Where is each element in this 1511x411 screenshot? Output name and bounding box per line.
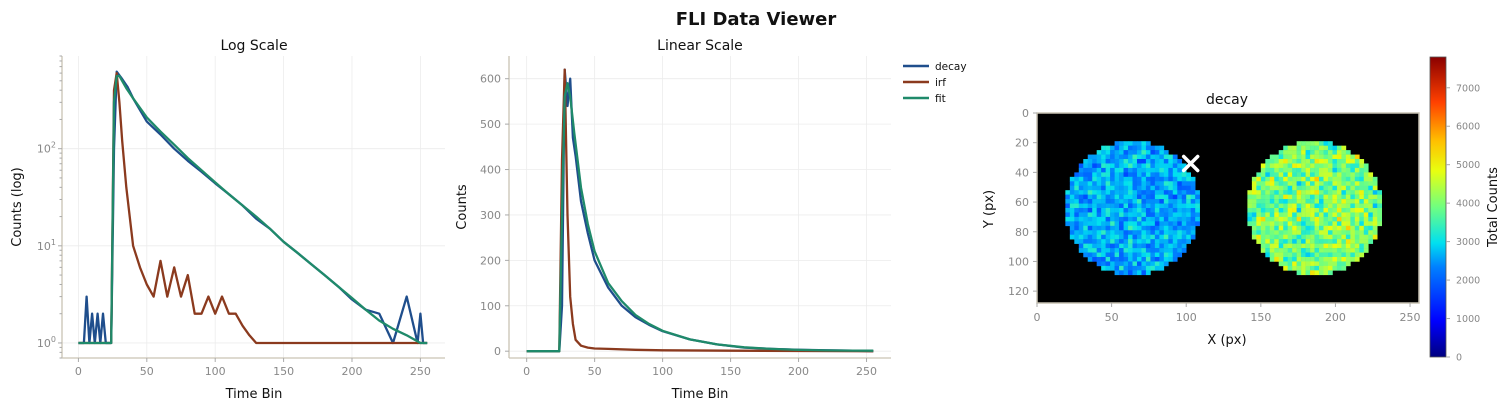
log-panel-ytick-label: 101 bbox=[37, 238, 56, 253]
image-ytick-label: 40 bbox=[1015, 166, 1029, 179]
linear-panel-ytick-label: 300 bbox=[480, 209, 501, 222]
image-xtick-label: 0 bbox=[1034, 311, 1041, 324]
image-xtick-label: 100 bbox=[1176, 311, 1197, 324]
colorbar-gradient bbox=[1429, 56, 1447, 358]
log-panel-fit-line bbox=[78, 74, 428, 345]
linear-panel-ylabel: Counts bbox=[455, 184, 470, 230]
log-panel-xtick-label: 50 bbox=[140, 365, 154, 378]
legend-irf-label: irf bbox=[935, 77, 946, 89]
image-xtick-label: 250 bbox=[1400, 311, 1421, 324]
linear-panel-ytick-label: 0 bbox=[494, 345, 501, 358]
image-xtick-label: 150 bbox=[1250, 311, 1271, 324]
colorbar-tick-label: 3000 bbox=[1456, 237, 1480, 248]
linear-panel-ytick-label: 400 bbox=[480, 164, 501, 177]
image-ytick-label: 100 bbox=[1008, 255, 1029, 268]
log-panel-ylabel: Counts (log) bbox=[10, 167, 25, 246]
image-ytick-label: 80 bbox=[1015, 226, 1029, 239]
log-panel-xtick-label: 150 bbox=[273, 365, 294, 378]
log-panel-xtick-label: 100 bbox=[205, 365, 226, 378]
linear-panel-ticks: 0 50 100 150 200 250 0 100 200 300 400 500 600 bbox=[480, 73, 877, 378]
log-panel-xlabel: Time Bin bbox=[225, 387, 283, 402]
image-panel-ticks: 0 50 100 150 200 250 0 20 40 60 80 100 120 bbox=[1008, 107, 1421, 324]
linear-scale-panel: Linear Scale 0 50 100 150 200 250 0 100 200 300 40… bbox=[455, 38, 967, 402]
log-panel-xtick-label: 250 bbox=[410, 365, 431, 378]
log-panel-ytick-label: 100 bbox=[37, 335, 56, 350]
colorbar-tick-label: 2000 bbox=[1456, 276, 1480, 287]
image-ytick-label: 120 bbox=[1008, 285, 1029, 298]
linear-panel-xtick-label: 150 bbox=[720, 365, 741, 378]
linear-panel-xtick-label: 0 bbox=[523, 365, 530, 378]
colorbar-ticks: 0 1000 2000 3000 4000 5000 6000 7000 bbox=[1446, 83, 1480, 364]
log-panel-title: Log Scale bbox=[220, 38, 287, 54]
legend-decay-label: decay bbox=[935, 61, 967, 73]
colorbar-tick-label: 1000 bbox=[1456, 314, 1480, 325]
image-ytick-label: 0 bbox=[1022, 107, 1029, 120]
image-ytick-label: 60 bbox=[1015, 196, 1029, 209]
log-panel-xtick-label: 200 bbox=[341, 365, 362, 378]
image-panel-xlabel: X (px) bbox=[1207, 333, 1246, 348]
image-disc-1 bbox=[1065, 141, 1200, 276]
colorbar-tick-label: 4000 bbox=[1456, 199, 1480, 210]
linear-panel-irf-line bbox=[526, 68, 874, 353]
image-xtick-label: 200 bbox=[1325, 311, 1346, 324]
log-panel-irf-line bbox=[78, 71, 428, 345]
log-panel-ticks: 0 50 100 150 200 250 100 101 102 bbox=[37, 55, 431, 378]
linear-panel-xlabel: Time Bin bbox=[671, 387, 729, 402]
linear-panel-ytick-label: 500 bbox=[480, 118, 501, 131]
linear-panel-xtick-label: 50 bbox=[588, 365, 602, 378]
image-panel-title: decay bbox=[1206, 92, 1248, 108]
image-panel-ylabel: Y (px) bbox=[982, 190, 997, 229]
colorbar-tick-label: 7000 bbox=[1456, 83, 1480, 94]
linear-panel-xtick-label: 250 bbox=[856, 365, 877, 378]
linear-panel-title: Linear Scale bbox=[657, 38, 743, 54]
linear-panel-series bbox=[526, 68, 874, 353]
linear-panel-ytick-label: 200 bbox=[480, 254, 501, 267]
decay-image-panel: decay 0 50 100 150 200 250 0 20 40 60 80 100 120 X (… bbox=[982, 92, 1421, 348]
legend: decay irf fit bbox=[903, 61, 967, 105]
image-disc-2 bbox=[1247, 141, 1382, 276]
image-xtick-label: 50 bbox=[1105, 311, 1119, 324]
decay-image bbox=[1036, 112, 1420, 304]
linear-panel-xtick-label: 200 bbox=[788, 365, 809, 378]
colorbar-tick-label: 0 bbox=[1456, 353, 1462, 364]
image-ytick-label: 20 bbox=[1015, 137, 1029, 150]
pixel-marker-stroke bbox=[1181, 154, 1200, 173]
colorbar-tick-label: 5000 bbox=[1456, 160, 1480, 171]
log-panel-xtick-label: 0 bbox=[75, 365, 82, 378]
colorbar: 0 1000 2000 3000 4000 5000 6000 7000 Total Coun… bbox=[1429, 56, 1501, 364]
colorbar-tick-label: 6000 bbox=[1456, 122, 1480, 133]
log-panel-grid bbox=[62, 56, 445, 358]
figure-title: FLI Data Viewer bbox=[676, 9, 837, 30]
linear-panel-ytick-label: 100 bbox=[480, 300, 501, 313]
log-panel-decay-line bbox=[78, 70, 428, 345]
pixel-marker-icon bbox=[1181, 154, 1200, 173]
log-panel-ytick-label: 102 bbox=[37, 141, 56, 156]
linear-panel-xtick-label: 100 bbox=[652, 365, 673, 378]
log-scale-panel: Log Scale 0 50 100 150 200 250 100 101 102 Time … bbox=[10, 38, 445, 402]
log-panel-series bbox=[78, 70, 428, 345]
legend-fit-label: fit bbox=[935, 93, 946, 105]
linear-panel-fit-line bbox=[526, 82, 874, 353]
linear-panel-decay-line bbox=[526, 68, 874, 353]
linear-panel-ytick-label: 600 bbox=[480, 73, 501, 86]
colorbar-label: Total Counts bbox=[1486, 167, 1501, 248]
